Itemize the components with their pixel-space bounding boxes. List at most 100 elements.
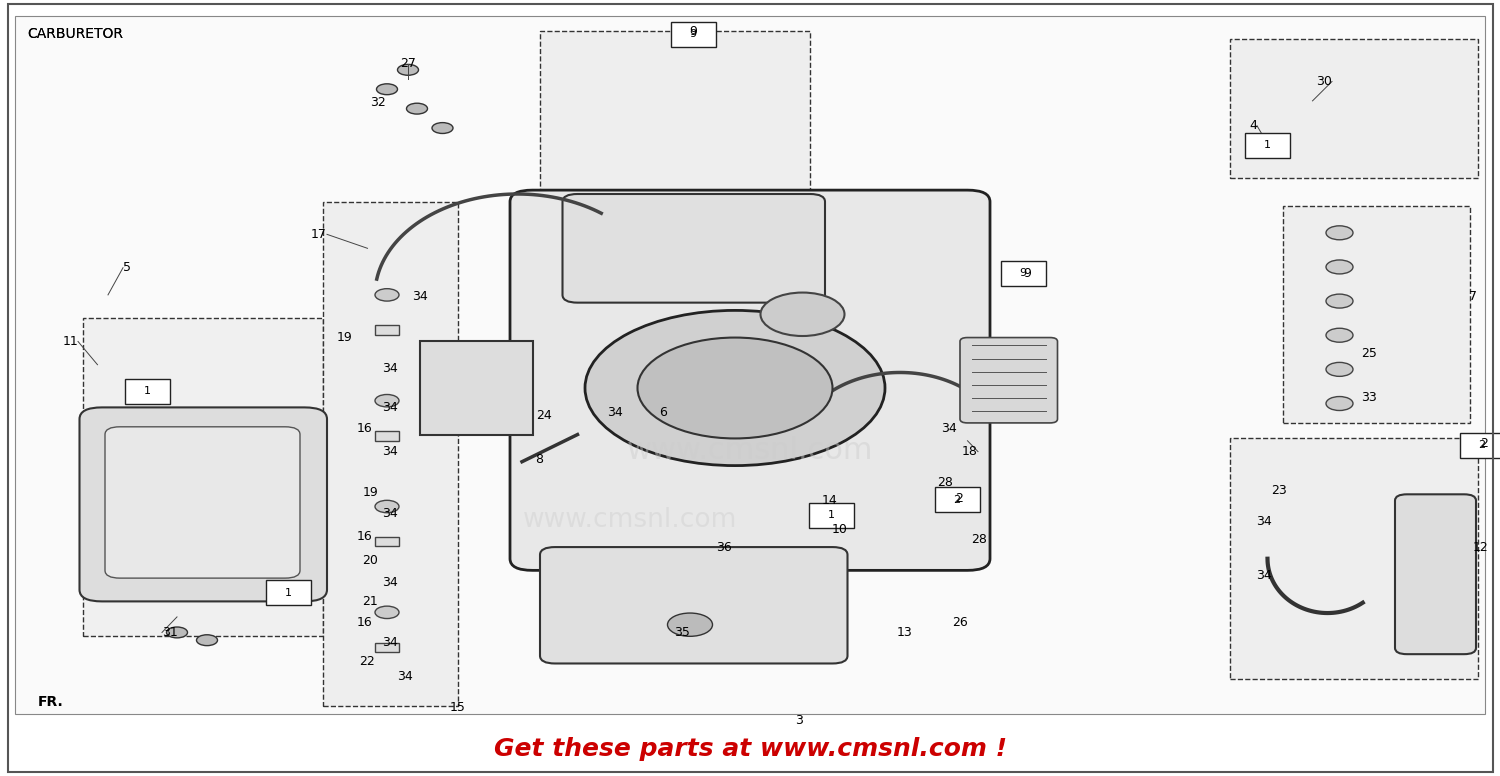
FancyBboxPatch shape xyxy=(540,547,848,663)
Text: 11: 11 xyxy=(62,335,78,348)
Text: 31: 31 xyxy=(162,626,177,639)
Text: 20: 20 xyxy=(362,554,378,566)
FancyBboxPatch shape xyxy=(1000,261,1045,286)
Text: 34: 34 xyxy=(1257,570,1272,582)
FancyBboxPatch shape xyxy=(934,487,980,512)
Text: 3: 3 xyxy=(795,714,802,726)
Text: www.cmsnl.com: www.cmsnl.com xyxy=(627,435,873,465)
FancyBboxPatch shape xyxy=(1395,494,1476,654)
Circle shape xyxy=(638,338,833,438)
Text: 36: 36 xyxy=(717,541,732,553)
Text: 15: 15 xyxy=(450,702,465,714)
FancyBboxPatch shape xyxy=(808,503,853,528)
Text: 19: 19 xyxy=(336,331,352,344)
Text: 21: 21 xyxy=(363,595,378,608)
Circle shape xyxy=(1326,328,1353,342)
Circle shape xyxy=(668,613,712,636)
Text: www.cmsnl.com: www.cmsnl.com xyxy=(524,507,736,533)
Text: 34: 34 xyxy=(1257,515,1272,528)
Text: 34: 34 xyxy=(381,576,398,588)
Circle shape xyxy=(375,394,399,407)
Text: 25: 25 xyxy=(1360,347,1377,359)
Text: 2: 2 xyxy=(1479,441,1485,450)
Circle shape xyxy=(1326,397,1353,411)
Text: 22: 22 xyxy=(360,655,375,667)
Text: 34: 34 xyxy=(381,445,398,458)
Text: 16: 16 xyxy=(357,422,372,435)
Text: 13: 13 xyxy=(897,626,912,639)
Text: CARBURETOR: CARBURETOR xyxy=(27,27,123,41)
Text: 27: 27 xyxy=(400,57,416,70)
FancyBboxPatch shape xyxy=(1245,133,1290,158)
Circle shape xyxy=(375,501,399,513)
Text: 9: 9 xyxy=(690,29,696,39)
Circle shape xyxy=(1326,362,1353,376)
FancyBboxPatch shape xyxy=(375,325,399,334)
Text: CARBURETOR: CARBURETOR xyxy=(27,27,123,41)
Text: FR.: FR. xyxy=(38,695,63,709)
FancyBboxPatch shape xyxy=(375,643,399,653)
Text: 34: 34 xyxy=(396,670,412,683)
Text: 16: 16 xyxy=(357,531,372,543)
Text: 34: 34 xyxy=(411,290,428,303)
Text: 33: 33 xyxy=(1362,391,1377,404)
Circle shape xyxy=(398,64,418,75)
FancyBboxPatch shape xyxy=(540,31,810,217)
FancyBboxPatch shape xyxy=(322,202,458,706)
Circle shape xyxy=(1326,294,1353,308)
Text: 28: 28 xyxy=(936,476,952,489)
Text: 24: 24 xyxy=(537,409,552,421)
Text: 1: 1 xyxy=(144,386,150,396)
Text: 34: 34 xyxy=(381,636,398,649)
Circle shape xyxy=(1326,260,1353,274)
Text: 2: 2 xyxy=(956,492,963,504)
Text: 34: 34 xyxy=(381,508,398,520)
Text: Get these parts at www.cmsnl.com !: Get these parts at www.cmsnl.com ! xyxy=(494,737,1006,760)
Text: 30: 30 xyxy=(1316,75,1332,88)
FancyBboxPatch shape xyxy=(960,338,1058,423)
Text: 26: 26 xyxy=(952,616,969,629)
Text: 1: 1 xyxy=(1264,140,1270,150)
Text: 34: 34 xyxy=(942,422,957,435)
Circle shape xyxy=(432,123,453,133)
Text: 34: 34 xyxy=(381,362,398,375)
Text: 19: 19 xyxy=(363,487,378,499)
FancyBboxPatch shape xyxy=(1230,39,1478,178)
Circle shape xyxy=(1326,226,1353,240)
FancyBboxPatch shape xyxy=(15,16,1485,714)
Text: 12: 12 xyxy=(1472,541,1488,553)
Circle shape xyxy=(585,310,885,466)
FancyBboxPatch shape xyxy=(124,379,170,404)
Circle shape xyxy=(375,289,399,301)
FancyBboxPatch shape xyxy=(1230,438,1478,679)
Text: 28: 28 xyxy=(970,533,987,546)
FancyBboxPatch shape xyxy=(670,22,716,47)
FancyBboxPatch shape xyxy=(105,427,300,578)
Text: 10: 10 xyxy=(831,523,848,535)
Text: 1: 1 xyxy=(828,511,834,520)
Text: 18: 18 xyxy=(962,445,978,458)
Circle shape xyxy=(375,606,399,618)
FancyBboxPatch shape xyxy=(510,190,990,570)
Text: 1: 1 xyxy=(285,588,291,598)
FancyBboxPatch shape xyxy=(1460,433,1500,458)
Text: 5: 5 xyxy=(123,262,130,274)
FancyBboxPatch shape xyxy=(266,580,310,605)
Text: 2: 2 xyxy=(954,495,960,504)
Circle shape xyxy=(166,627,188,638)
Text: 32: 32 xyxy=(370,96,386,109)
Circle shape xyxy=(376,84,398,95)
Text: 35: 35 xyxy=(675,626,690,639)
Text: 8: 8 xyxy=(536,453,543,466)
Text: 14: 14 xyxy=(822,494,837,507)
Text: 9: 9 xyxy=(688,25,698,37)
Text: 34: 34 xyxy=(381,401,398,414)
Text: 9: 9 xyxy=(1023,267,1031,279)
Text: 7: 7 xyxy=(1470,290,1478,303)
Text: 2: 2 xyxy=(1480,438,1488,450)
FancyBboxPatch shape xyxy=(668,384,780,539)
Circle shape xyxy=(196,635,217,646)
Text: 23: 23 xyxy=(1270,484,1287,497)
FancyBboxPatch shape xyxy=(80,407,327,601)
Text: 34: 34 xyxy=(606,407,622,419)
